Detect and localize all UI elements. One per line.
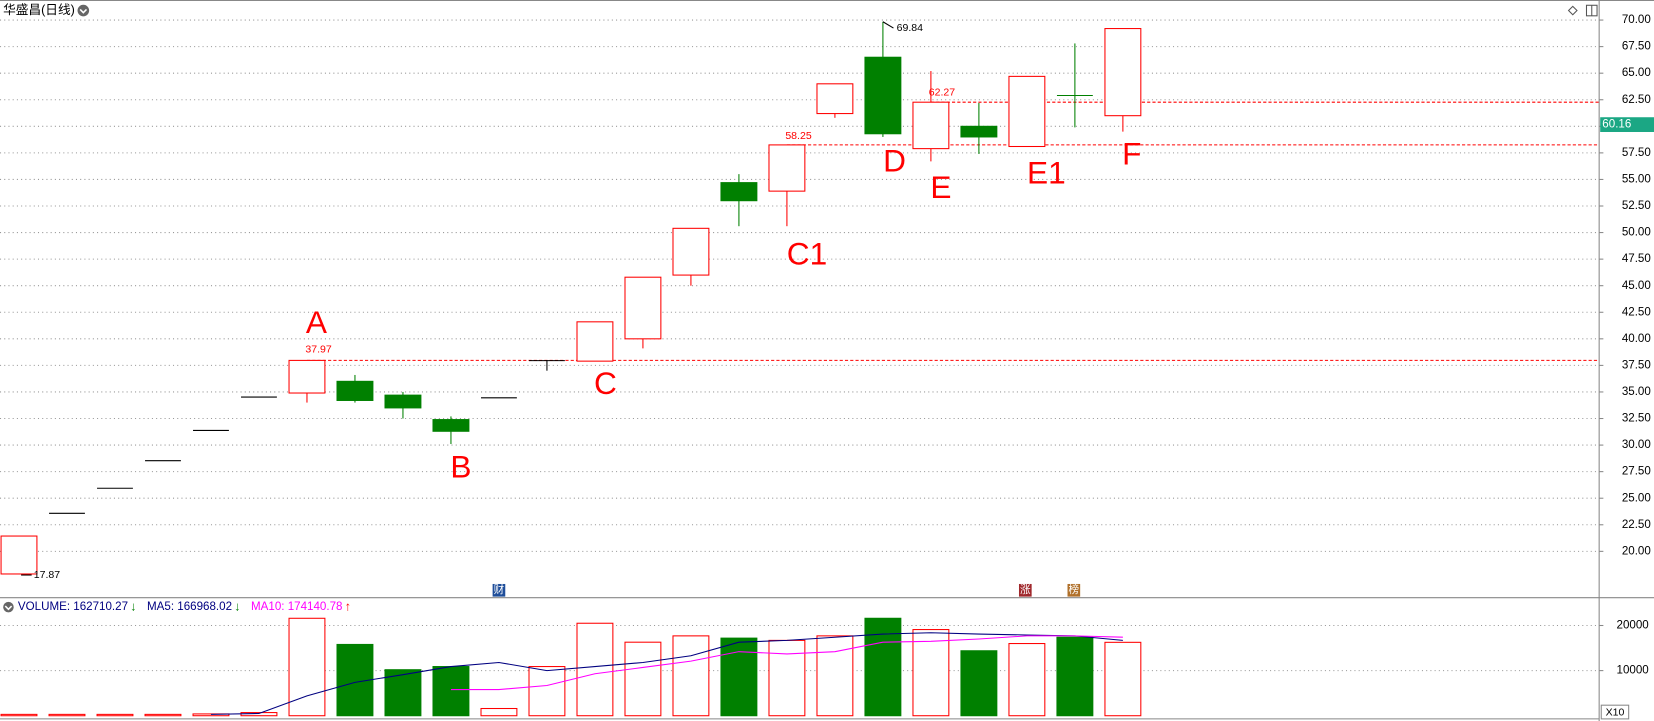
volume-bar [768,639,806,717]
last-price-label: 60.16 [1602,119,1631,131]
unit-label: X10 [1606,706,1625,718]
chart-title: 华盛昌(日线) [3,3,75,17]
volume-bar [816,635,854,717]
unit-box [1600,704,1630,720]
candle-body [624,276,662,340]
y-tick-label: 47.50 [1622,253,1651,265]
volume-bar [576,622,614,717]
legend-text: MA5: 166968.02 [147,601,232,613]
candle-body [768,144,806,192]
candle-body [720,182,758,202]
y-tick-label: 55.00 [1622,174,1651,186]
event-icon-label: 财 [494,583,505,596]
reference-label: 62.27 [929,86,956,98]
annotation: C1 [787,236,827,272]
volume-bar [480,707,518,717]
candle-body [912,101,950,150]
y-tick-label: 22.50 [1622,519,1651,531]
volume-bar [1008,643,1046,717]
annotation: C [594,365,617,401]
event-icon-label: 榜 [1069,583,1080,596]
volume-bar [48,713,86,717]
y-tick-label: 32.50 [1622,413,1651,425]
volume-bar [960,650,998,717]
y-tick-label: 20000 [1617,620,1649,632]
y-tick-label: 45.00 [1622,280,1651,292]
legend-arrow: ↑ [345,600,351,614]
reference-label: 58.25 [785,130,812,142]
y-tick-label: 52.50 [1622,200,1651,212]
y-tick-label: 27.50 [1622,466,1651,478]
last-price-tag [1600,117,1654,132]
y-tick-label: 37.50 [1622,359,1651,371]
volume-menu[interactable] [3,601,14,613]
candle-body [432,419,470,432]
candle-body [0,535,38,575]
event-icon-label: 涨 [1020,584,1031,596]
y-tick-label: 20.00 [1622,545,1651,557]
volume-bar [864,617,902,717]
annotation: E1 [1027,154,1066,190]
event-icon [492,583,506,597]
candle-body [576,321,614,362]
y-tick-label: 42.50 [1622,306,1651,318]
volume-bar [912,629,950,717]
candle-body [672,227,710,276]
volume-bar [1104,641,1142,717]
ma-line [210,632,1123,715]
legend-arrow: ↓ [130,600,136,614]
volume-bar [672,635,710,717]
annotation: B [450,448,471,484]
low-label: 17.87 [34,569,61,581]
volume-menu-arrow [4,605,13,611]
annotation: E [930,169,951,205]
volume-bar [0,713,38,717]
event-icon [1067,583,1081,597]
y-tick-label: 70.00 [1622,14,1651,26]
event-icon [1018,583,1032,597]
candle-body [288,359,326,394]
volume-bar [384,669,422,717]
y-tick-label: 50.00 [1622,227,1651,239]
y-tick-label: 67.50 [1622,41,1651,53]
y-tick-label: 57.50 [1622,147,1651,159]
volume-bar [144,713,182,717]
candle-body [960,125,998,138]
y-tick-label: 10000 [1617,665,1649,677]
legend-text: MA10: 174140.78 [251,601,342,613]
high-label: 69.84 [897,22,924,34]
legend-text: VOLUME: 162710.27 [18,601,128,613]
ma-line [450,635,1123,691]
candle-body [1104,28,1142,117]
y-tick-label: 25.00 [1622,492,1651,504]
y-tick-label: 30.00 [1622,439,1651,451]
high-pointer [882,21,894,29]
candle-body [336,380,374,401]
volume-bar [720,637,758,717]
volume-bar [528,666,566,717]
title-menu-arrow [79,8,88,14]
volume-bar [288,617,326,717]
legend-arrow: ↓ [234,600,240,614]
candle-body [864,56,902,135]
y-tick-label: 35.00 [1622,386,1651,398]
annotation: A [306,304,328,340]
reference-label: 37.97 [305,344,332,356]
y-tick-label: 40.00 [1622,333,1651,345]
volume-bar [1056,636,1094,717]
volume-bar [96,713,134,717]
volume-bar [432,666,470,717]
candle-body [384,394,422,409]
diamond-button[interactable] [1567,5,1578,16]
annotation: F [1122,135,1141,171]
y-tick-label: 65.00 [1622,67,1651,79]
candle-body [1008,75,1046,148]
volume-bar [624,641,662,717]
title-menu[interactable] [77,4,90,17]
candle-body [816,83,854,115]
annotation: D [883,143,906,179]
y-tick-label: 62.50 [1622,94,1651,106]
